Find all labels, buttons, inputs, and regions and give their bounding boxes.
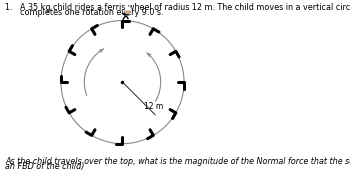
Text: As the child travels over the top, what is the magnitude of the Normal force tha: As the child travels over the top, what … xyxy=(5,157,350,166)
Circle shape xyxy=(126,9,131,14)
Text: 12 m: 12 m xyxy=(144,102,163,111)
Text: an FBD of the child): an FBD of the child) xyxy=(5,162,84,171)
Polygon shape xyxy=(125,7,131,10)
Text: completes one rotation every 9.0 s.: completes one rotation every 9.0 s. xyxy=(5,8,163,17)
Text: 1.   A 35 kg child rides a ferris wheel of radius 12 m. The child moves in a ver: 1. A 35 kg child rides a ferris wheel of… xyxy=(5,3,350,12)
